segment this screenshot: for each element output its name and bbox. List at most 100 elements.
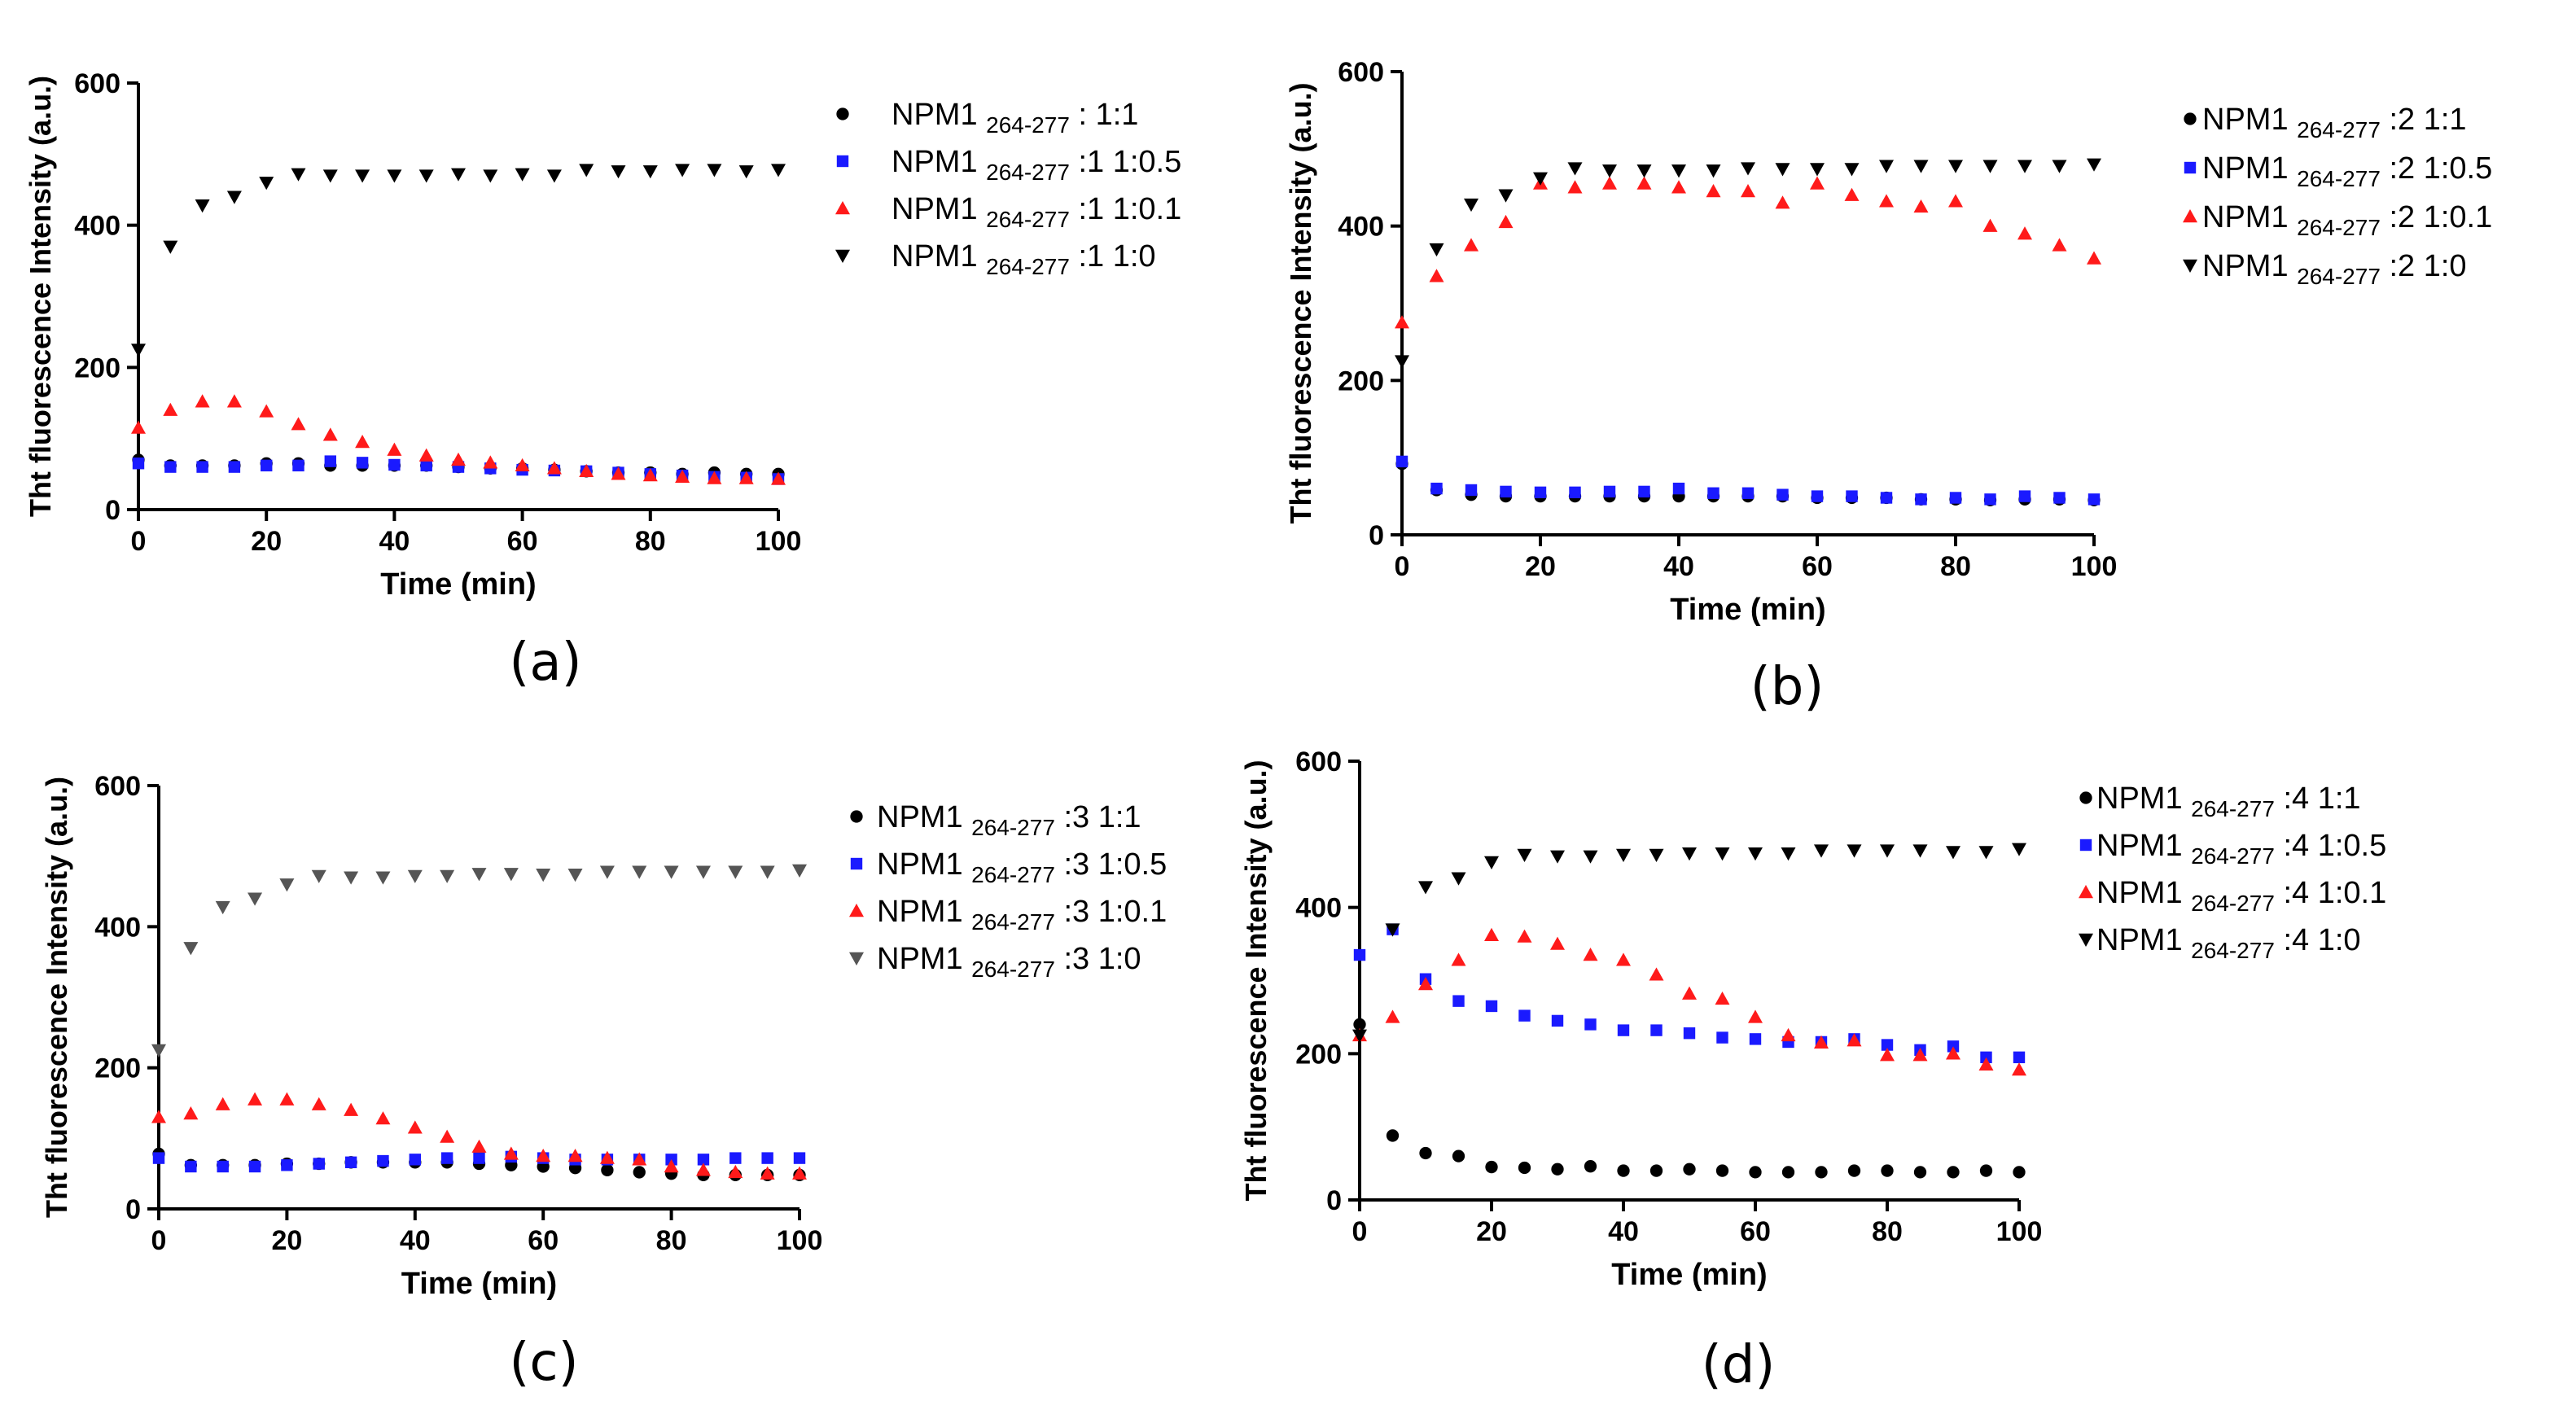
x-tick-label: 100 bbox=[777, 1225, 823, 1256]
data-point bbox=[1880, 844, 1895, 858]
data-point bbox=[1847, 1033, 1862, 1047]
series-1-0-5 bbox=[1395, 455, 2101, 506]
data-point bbox=[1948, 194, 1963, 208]
data-point bbox=[152, 1152, 165, 1164]
chart-panel-c: 0 200 400 600 0 20 40 60 80 100 Time (min) Tht fluo… bbox=[40, 771, 1167, 1393]
data-point bbox=[407, 1120, 423, 1134]
x-tick-label: 100 bbox=[2071, 551, 2118, 582]
data-point bbox=[291, 168, 306, 182]
data-point bbox=[1649, 848, 1664, 862]
data-point bbox=[196, 461, 208, 473]
data-point bbox=[515, 458, 530, 472]
data-point bbox=[1775, 163, 1790, 177]
data-point bbox=[1706, 164, 1721, 178]
data-point bbox=[1741, 183, 1755, 198]
data-point bbox=[1584, 1160, 1597, 1173]
data-point bbox=[1810, 163, 1825, 177]
data-point bbox=[344, 1102, 359, 1116]
data-point bbox=[1636, 164, 1652, 178]
data-point bbox=[1418, 881, 1433, 895]
data-point bbox=[1603, 485, 1616, 498]
data-point bbox=[281, 1159, 293, 1171]
data-point bbox=[355, 169, 370, 183]
data-point bbox=[440, 1152, 453, 1164]
data-point bbox=[1781, 1027, 1796, 1042]
data-point bbox=[728, 865, 743, 879]
data-point bbox=[1484, 856, 1499, 869]
data-point bbox=[407, 869, 423, 883]
data-point bbox=[1748, 1009, 1763, 1023]
data-point bbox=[601, 1163, 614, 1176]
data-point bbox=[1551, 1162, 1564, 1176]
y-axis-title: Tht fluorescence Intensity (a.u.) bbox=[40, 777, 73, 1218]
legend-marker bbox=[2079, 933, 2093, 947]
data-point bbox=[131, 344, 146, 357]
data-point bbox=[1465, 484, 1478, 497]
data-point bbox=[1649, 1164, 1663, 1177]
data-point bbox=[1517, 848, 1532, 862]
legend-marker bbox=[849, 952, 864, 965]
legend-label: NPM1 264-277 :4 1:0.1 bbox=[2096, 876, 2386, 916]
data-point bbox=[2012, 843, 2026, 856]
data-point bbox=[1583, 948, 1598, 961]
data-point bbox=[1429, 269, 1444, 282]
data-point bbox=[2018, 490, 2031, 502]
data-point bbox=[279, 1092, 295, 1106]
legend-label: NPM1 264-277 :3 1:1 bbox=[877, 800, 1141, 840]
chart-panel-d: 0 200 400 600 0 20 40 60 80 100 Time (min) Tht fluo… bbox=[1239, 747, 2386, 1395]
data-point bbox=[1948, 160, 1963, 173]
x-tick-label: 60 bbox=[507, 526, 538, 557]
data-point bbox=[1879, 194, 1894, 208]
data-point bbox=[1810, 176, 1825, 190]
legend-label: NPM1 264-277 :4 1:0.5 bbox=[2096, 829, 2386, 869]
data-point bbox=[1500, 485, 1512, 498]
data-point bbox=[1649, 967, 1664, 981]
legend-label: NPM1 264-277 :2 1:0 bbox=[2202, 249, 2467, 289]
data-point bbox=[567, 869, 583, 882]
data-point bbox=[1706, 183, 1721, 198]
data-point bbox=[1844, 163, 1860, 177]
panel-label: (d) bbox=[1702, 1335, 1776, 1395]
panel-label: (c) bbox=[509, 1333, 578, 1393]
data-point bbox=[675, 164, 690, 177]
data-point bbox=[473, 1152, 485, 1164]
legend-marker bbox=[2184, 112, 2197, 125]
legend-marker bbox=[2079, 838, 2092, 852]
data-point bbox=[2017, 226, 2032, 240]
y-tick-label: 400 bbox=[94, 912, 141, 943]
y-tick-label: 0 bbox=[125, 1194, 141, 1225]
x-tick-label: 80 bbox=[656, 1225, 687, 1256]
data-point bbox=[1616, 848, 1631, 862]
legend-label: NPM1 264-277 : 1:1 bbox=[892, 98, 1138, 138]
data-point bbox=[1464, 198, 1479, 212]
data-point bbox=[409, 1154, 421, 1166]
legend-label: NPM1 264-277 :3 1:0.5 bbox=[877, 847, 1167, 887]
data-point bbox=[163, 402, 178, 416]
y-tick-label: 400 bbox=[1338, 212, 1384, 243]
data-point bbox=[1946, 1046, 1960, 1060]
data-point bbox=[1650, 1024, 1663, 1036]
x-tick-label: 100 bbox=[756, 526, 802, 557]
data-point bbox=[2052, 160, 2067, 173]
data-point bbox=[1913, 1166, 1927, 1179]
legend-marker bbox=[835, 249, 850, 263]
data-point bbox=[642, 165, 658, 179]
data-point bbox=[1617, 1164, 1630, 1177]
data-point bbox=[420, 459, 432, 472]
data-point bbox=[2087, 251, 2101, 265]
data-point bbox=[440, 1129, 455, 1143]
x-tick-label: 80 bbox=[635, 526, 666, 557]
data-point bbox=[1715, 1164, 1729, 1177]
data-point bbox=[1781, 1166, 1795, 1179]
data-point bbox=[707, 164, 722, 177]
data-point bbox=[2017, 160, 2032, 173]
data-point bbox=[355, 435, 370, 449]
data-point bbox=[1602, 176, 1617, 190]
data-point bbox=[1707, 487, 1720, 499]
data-point bbox=[1749, 1033, 1762, 1045]
data-point bbox=[1912, 1048, 1928, 1062]
x-axis-title: Time (min) bbox=[401, 1267, 557, 1301]
x-tick-label: 40 bbox=[1608, 1216, 1639, 1247]
data-point bbox=[292, 459, 304, 472]
data-point bbox=[729, 1152, 742, 1164]
